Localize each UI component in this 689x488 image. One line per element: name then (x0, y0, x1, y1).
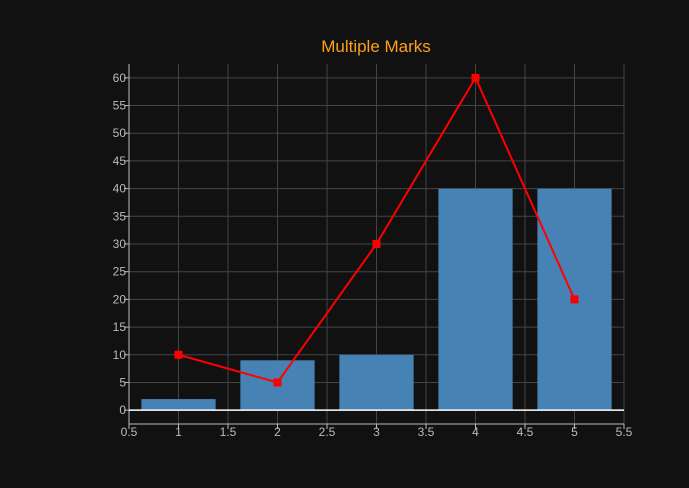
line-point (273, 378, 282, 387)
y-tick-label: 15 (113, 320, 127, 334)
y-tick-label: 25 (113, 265, 127, 279)
y-tick-label: 50 (113, 126, 127, 140)
bar (141, 399, 216, 411)
x-tick-label: 3 (373, 425, 380, 439)
y-axis-ticks: 0 5 10 15 20 25 30 35 40 45 50 55 60 (113, 71, 129, 417)
bar (339, 354, 414, 411)
y-tick-label: 20 (113, 292, 127, 306)
x-tick-label: 2.5 (319, 425, 336, 439)
y-tick-label: 5 (119, 375, 126, 389)
x-tick-label: 2 (274, 425, 281, 439)
x-tick-label: 3.5 (418, 425, 435, 439)
x-axis-ticks: 0.5 1 1.5 2 2.5 3 3.5 4 4.5 5 5.5 (121, 424, 633, 439)
x-tick-label: 1 (175, 425, 182, 439)
line-point (174, 350, 183, 359)
y-tick-label: 10 (113, 348, 127, 362)
line-point (471, 73, 480, 82)
y-tick-label: 40 (113, 182, 127, 196)
y-tick-label: 55 (113, 99, 127, 113)
x-tick-label: 0.5 (121, 425, 138, 439)
line-point (372, 240, 381, 248)
bar (438, 188, 513, 411)
x-tick-label: 4.5 (517, 425, 534, 439)
y-tick-label: 45 (113, 154, 127, 168)
y-tick-label: 60 (113, 71, 127, 85)
x-tick-label: 1.5 (220, 425, 237, 439)
line-series (174, 73, 579, 387)
y-tick-label: 35 (113, 209, 127, 223)
y-tick-label: 0 (119, 403, 126, 417)
y-tick-label: 30 (113, 237, 127, 251)
chart-title: Multiple Marks (321, 37, 431, 56)
line-point (570, 295, 579, 304)
x-tick-label: 4 (472, 425, 479, 439)
x-tick-label: 5.5 (616, 425, 633, 439)
x-tick-label: 5 (571, 425, 578, 439)
